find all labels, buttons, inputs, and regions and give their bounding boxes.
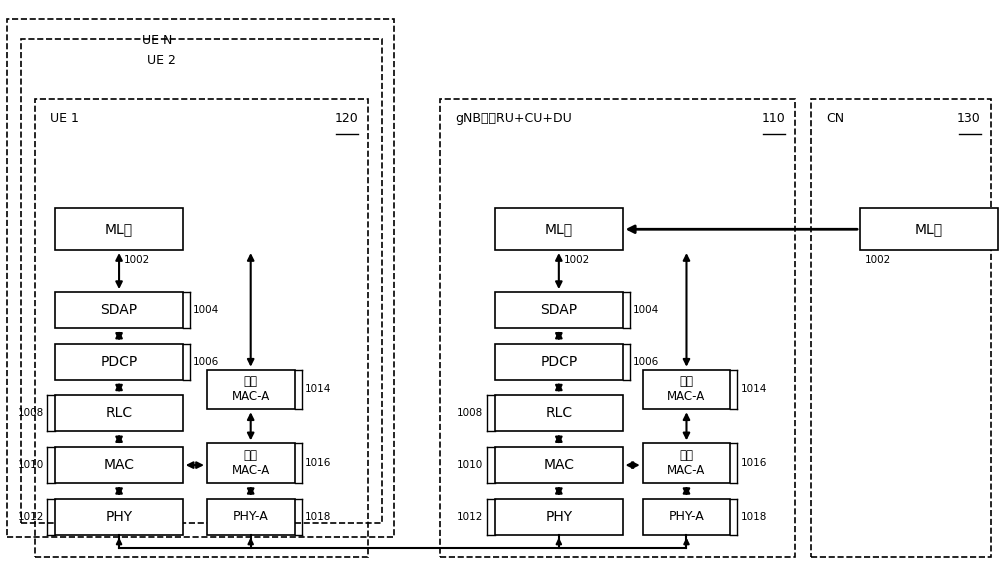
Text: ML层: ML层 bbox=[545, 222, 573, 236]
Text: 1008: 1008 bbox=[17, 408, 44, 419]
FancyBboxPatch shape bbox=[495, 395, 623, 431]
Text: 1004: 1004 bbox=[193, 305, 219, 315]
FancyBboxPatch shape bbox=[55, 499, 183, 534]
FancyBboxPatch shape bbox=[495, 208, 623, 250]
Text: PDCP: PDCP bbox=[540, 354, 577, 369]
Text: 1004: 1004 bbox=[633, 305, 659, 315]
Text: 1002: 1002 bbox=[564, 255, 590, 265]
Text: SDAP: SDAP bbox=[100, 303, 138, 317]
Text: 下部
MAC-A: 下部 MAC-A bbox=[232, 449, 270, 477]
FancyBboxPatch shape bbox=[55, 395, 183, 431]
Text: UE N: UE N bbox=[142, 34, 172, 47]
Text: MAC: MAC bbox=[543, 458, 574, 472]
FancyBboxPatch shape bbox=[643, 370, 730, 410]
Text: MAC: MAC bbox=[104, 458, 135, 472]
Bar bbox=[440, 99, 795, 557]
Text: 1018: 1018 bbox=[740, 512, 767, 522]
Text: 1002: 1002 bbox=[124, 255, 150, 265]
Bar bbox=[811, 99, 991, 557]
FancyBboxPatch shape bbox=[495, 447, 623, 483]
Text: CN: CN bbox=[826, 112, 844, 125]
Text: UE 2: UE 2 bbox=[147, 54, 175, 67]
Text: 1012: 1012 bbox=[457, 512, 483, 522]
Text: RLC: RLC bbox=[105, 406, 133, 420]
FancyBboxPatch shape bbox=[860, 208, 998, 250]
FancyBboxPatch shape bbox=[55, 447, 183, 483]
Bar bbox=[7, 19, 394, 537]
Text: 1016: 1016 bbox=[305, 458, 331, 468]
Text: ML层: ML层 bbox=[915, 222, 943, 236]
Text: 1006: 1006 bbox=[633, 357, 659, 366]
Text: 1002: 1002 bbox=[865, 255, 891, 265]
Text: 1008: 1008 bbox=[457, 408, 483, 419]
Text: 1010: 1010 bbox=[17, 460, 44, 470]
FancyBboxPatch shape bbox=[495, 344, 623, 379]
FancyBboxPatch shape bbox=[207, 370, 295, 410]
Bar bbox=[21, 39, 382, 523]
Text: PHY-A: PHY-A bbox=[669, 511, 704, 523]
Text: SDAP: SDAP bbox=[540, 303, 577, 317]
Text: gNB中的RU+CU+DU: gNB中的RU+CU+DU bbox=[455, 112, 572, 125]
Text: RLC: RLC bbox=[545, 406, 572, 420]
FancyBboxPatch shape bbox=[495, 499, 623, 534]
Text: 1006: 1006 bbox=[193, 357, 219, 366]
Bar bbox=[35, 99, 368, 557]
FancyBboxPatch shape bbox=[55, 344, 183, 379]
Text: 1014: 1014 bbox=[305, 385, 331, 395]
Text: PHY: PHY bbox=[545, 510, 572, 524]
Text: 110: 110 bbox=[761, 112, 785, 125]
Text: 1018: 1018 bbox=[305, 512, 331, 522]
Text: 120: 120 bbox=[335, 112, 358, 125]
Text: 1014: 1014 bbox=[740, 385, 767, 395]
Text: PHY: PHY bbox=[105, 510, 133, 524]
FancyBboxPatch shape bbox=[643, 443, 730, 483]
FancyBboxPatch shape bbox=[55, 208, 183, 250]
Text: 下部
MAC-A: 下部 MAC-A bbox=[667, 449, 706, 477]
Text: 上部
MAC-A: 上部 MAC-A bbox=[232, 375, 270, 403]
Text: PDCP: PDCP bbox=[100, 354, 138, 369]
FancyBboxPatch shape bbox=[495, 292, 623, 328]
Text: PHY-A: PHY-A bbox=[233, 511, 269, 523]
Text: 上部
MAC-A: 上部 MAC-A bbox=[667, 375, 706, 403]
Text: 1010: 1010 bbox=[457, 460, 483, 470]
Text: ML层: ML层 bbox=[105, 222, 133, 236]
Text: 1016: 1016 bbox=[740, 458, 767, 468]
FancyBboxPatch shape bbox=[55, 292, 183, 328]
FancyBboxPatch shape bbox=[643, 499, 730, 534]
Text: UE 1: UE 1 bbox=[50, 112, 79, 125]
Text: 130: 130 bbox=[957, 112, 981, 125]
Text: 1012: 1012 bbox=[17, 512, 44, 522]
FancyBboxPatch shape bbox=[207, 499, 295, 534]
FancyBboxPatch shape bbox=[207, 443, 295, 483]
